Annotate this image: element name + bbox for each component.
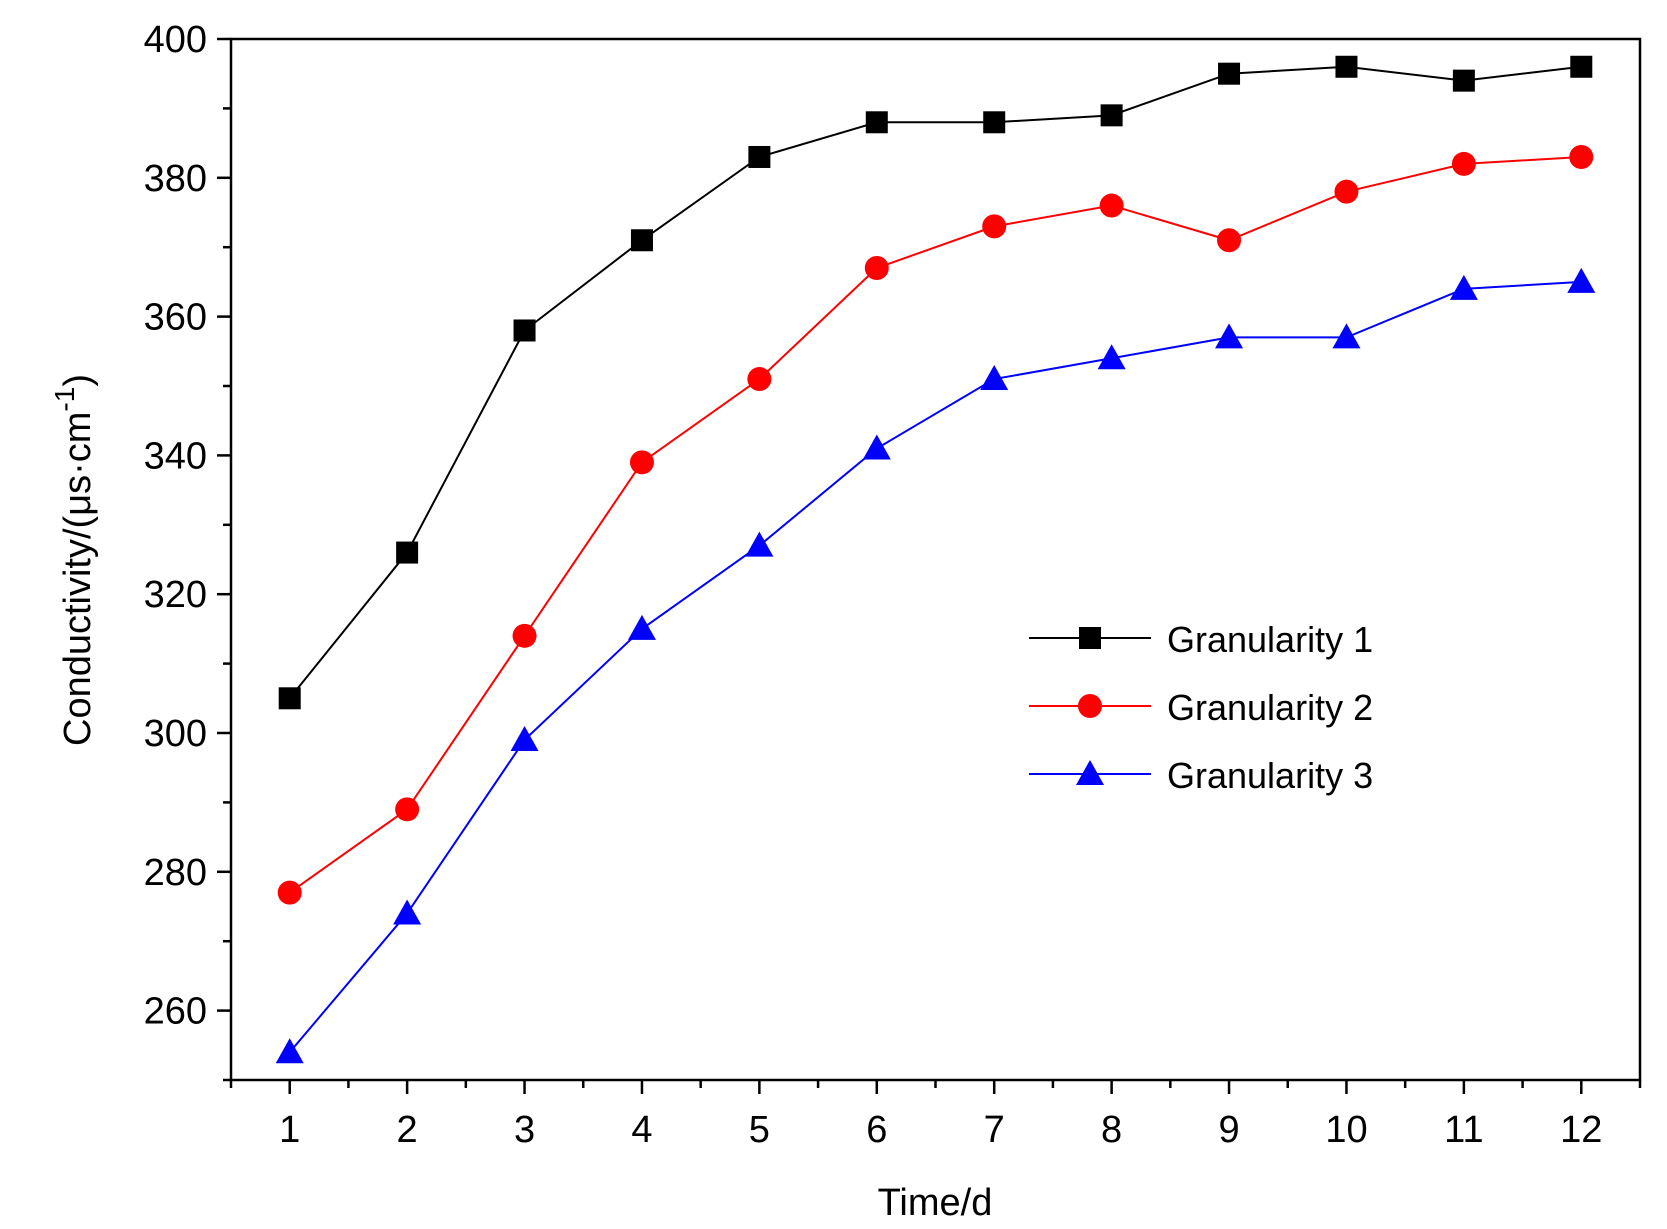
series-3-point bbox=[1567, 267, 1596, 293]
y-axis-title: Conductivity/(μs·cm-1) bbox=[49, 374, 99, 746]
legend-item-3: Granularity 3 bbox=[1029, 755, 1373, 796]
series-3-point bbox=[980, 365, 1009, 391]
series-1-point bbox=[1218, 62, 1241, 85]
series-2-point bbox=[982, 214, 1007, 239]
legend-label: Granularity 3 bbox=[1167, 755, 1373, 796]
y-tick-label: 280 bbox=[144, 852, 207, 894]
series-2-point bbox=[747, 367, 772, 392]
series-1-point bbox=[1100, 104, 1123, 127]
series-2-point bbox=[1099, 193, 1124, 218]
series-1-point bbox=[1335, 55, 1358, 78]
x-tick-label: 3 bbox=[514, 1109, 535, 1151]
x-axis-title: Time/d bbox=[878, 1182, 993, 1224]
x-tick-label: 12 bbox=[1560, 1109, 1602, 1151]
x-tick-label: 11 bbox=[1444, 1109, 1483, 1151]
svg-text:Conductivity/(μs·cm-1): Conductivity/(μs·cm-1) bbox=[49, 374, 99, 746]
series-3-point bbox=[393, 899, 422, 925]
x-tick-label: 2 bbox=[397, 1109, 418, 1151]
series-1-point bbox=[278, 687, 301, 710]
legend: Granularity 1 Granularity 2 Granularity 3 bbox=[1029, 619, 1373, 796]
x-tick-label: 4 bbox=[631, 1109, 652, 1151]
series-2-point bbox=[1569, 144, 1594, 169]
series-3-point bbox=[1332, 323, 1361, 349]
x-tick-label: 7 bbox=[984, 1109, 1005, 1151]
series-2 bbox=[277, 144, 1594, 905]
series-3-point bbox=[1097, 344, 1126, 370]
series-layer bbox=[275, 55, 1596, 1064]
series-3-point bbox=[1215, 323, 1244, 349]
y-tick-label: 340 bbox=[144, 435, 207, 477]
series-1 bbox=[278, 55, 1593, 710]
x-tick-label: 8 bbox=[1101, 1109, 1122, 1151]
y-tick-label: 300 bbox=[144, 713, 207, 755]
series-3-point bbox=[862, 434, 891, 460]
y-tick-label: 260 bbox=[144, 991, 207, 1033]
series-3 bbox=[275, 267, 1596, 1064]
series-2-point bbox=[1334, 179, 1359, 204]
y-axis-title-superscript: -1 bbox=[49, 387, 80, 412]
x-axis: 1 2 3 4 5 6 7 8 9 10 11 12 bbox=[229, 1080, 1642, 1151]
legend-marker bbox=[1079, 627, 1101, 649]
legend-label: Granularity 2 bbox=[1167, 687, 1373, 728]
x-tick-label: 5 bbox=[749, 1109, 770, 1151]
series-1-line bbox=[288, 65, 1582, 699]
series-2-point bbox=[512, 623, 537, 648]
series-2-point bbox=[277, 880, 302, 905]
legend-label: Granularity 1 bbox=[1167, 619, 1373, 660]
y-tick-label: 360 bbox=[144, 297, 207, 339]
series-2-point bbox=[1451, 151, 1476, 176]
y-axis-title-main: Conductivity/(μs·cm bbox=[57, 412, 99, 746]
series-1-point bbox=[396, 541, 419, 564]
series-2-line bbox=[289, 155, 1582, 894]
series-2-point bbox=[629, 450, 654, 475]
legend-marker bbox=[1078, 694, 1102, 718]
y-axis-title-suffix: ) bbox=[57, 374, 99, 387]
y-axis: 260 280 300 320 340 360 380 400 bbox=[144, 19, 231, 1082]
legend-item-2: Granularity 2 bbox=[1029, 687, 1373, 728]
series-3-point bbox=[275, 1038, 304, 1064]
y-tick-label: 380 bbox=[144, 158, 207, 200]
series-1-point bbox=[1452, 69, 1475, 92]
x-tick-label: 1 bbox=[279, 1109, 300, 1151]
series-2-point bbox=[395, 797, 420, 822]
series-1-point bbox=[513, 319, 536, 342]
series-2-point bbox=[1217, 228, 1242, 253]
x-tick-label: 6 bbox=[866, 1109, 887, 1151]
series-1-point bbox=[983, 111, 1006, 134]
series-3-line bbox=[288, 280, 1582, 1053]
y-tick-label: 400 bbox=[144, 19, 207, 61]
x-tick-label: 10 bbox=[1325, 1109, 1367, 1151]
series-1-point bbox=[630, 229, 653, 252]
series-2-point bbox=[864, 256, 889, 281]
series-1-point bbox=[865, 111, 888, 134]
legend-marker bbox=[1076, 760, 1104, 785]
plot-frame bbox=[229, 37, 1642, 1082]
x-tick-label: 9 bbox=[1218, 1109, 1239, 1151]
series-3-point bbox=[627, 614, 656, 640]
series-3-point bbox=[745, 531, 774, 557]
y-tick-label: 320 bbox=[144, 574, 207, 616]
series-3-point bbox=[510, 725, 539, 751]
series-1-point bbox=[748, 145, 771, 168]
legend-item-1: Granularity 1 bbox=[1029, 619, 1373, 660]
series-1-point bbox=[1570, 55, 1593, 78]
series-3-point bbox=[1449, 274, 1478, 300]
